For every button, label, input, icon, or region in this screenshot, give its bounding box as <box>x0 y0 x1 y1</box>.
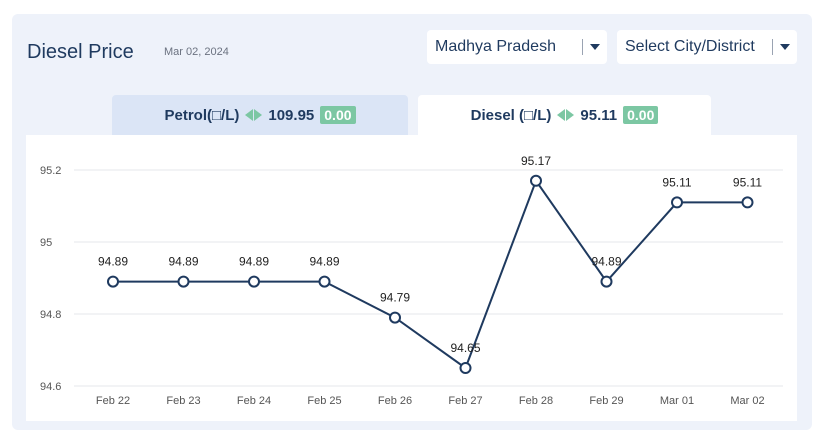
data-point <box>459 362 472 374</box>
x-tick-label: Feb 24 <box>237 395 271 407</box>
data-label: 95.17 <box>521 154 551 168</box>
page-title: Diesel Price <box>27 41 134 63</box>
data-label: 95.11 <box>662 175 691 189</box>
x-tick-label: Feb 28 <box>519 395 553 407</box>
tab-petrol-price: 109.95 <box>268 106 315 124</box>
y-tick-label: 94.6 <box>40 381 61 393</box>
data-label: 94.89 <box>309 255 339 269</box>
x-tick-label: Feb 27 <box>448 395 482 407</box>
x-tick-label: Mar 02 <box>730 395 764 407</box>
data-label: 94.65 <box>450 341 480 355</box>
data-point <box>530 174 542 187</box>
diesel-price-chart: 94.6 94.8 95 95.2 Feb 22 Feb 23 Feb 24 Feb 25 Fe… <box>40 154 783 407</box>
state-select-value: Madhya Pradesh <box>435 38 556 55</box>
data-point <box>741 196 754 209</box>
data-point <box>248 275 260 288</box>
tab-diesel[interactable]: Diesel (□/L) 95.11 0.00 <box>418 95 711 135</box>
data-point <box>177 275 190 288</box>
price-change-arrows-icon <box>245 109 263 121</box>
tab-petrol-change-badge: 0.00 <box>320 106 356 124</box>
date-label: Mar 02, 2024 <box>164 46 229 58</box>
data-label: 94.89 <box>591 255 621 269</box>
data-point <box>107 275 119 288</box>
city-select[interactable]: Select City/District <box>617 30 797 64</box>
x-tick-label: Feb 23 <box>166 395 200 407</box>
data-label: 94.89 <box>168 255 198 269</box>
y-tick-label: 95 <box>40 237 52 249</box>
chart-card: 94.6 94.8 95 95.2 Feb 22 Feb 23 Feb 24 Feb 25 Fe… <box>26 135 797 421</box>
x-tick-label: Mar 01 <box>660 395 694 407</box>
data-label: 94.79 <box>380 291 410 305</box>
state-select-separator <box>582 39 583 55</box>
tab-diesel-change-badge: 0.00 <box>623 106 659 124</box>
x-tick-label: Feb 22 <box>96 395 130 407</box>
x-tick-label: Feb 26 <box>378 395 412 407</box>
price-change-arrows-icon <box>557 109 575 121</box>
y-tick-label: 94.8 <box>40 309 61 321</box>
tab-diesel-label: Diesel (□/L) <box>470 106 552 124</box>
tab-diesel-price: 95.11 <box>580 106 618 124</box>
data-label: 94.89 <box>98 255 128 269</box>
data-point <box>671 196 683 209</box>
data-label: 94.89 <box>239 255 269 269</box>
chevron-down-icon[interactable] <box>780 44 790 50</box>
state-select[interactable]: Madhya Pradesh <box>427 30 607 64</box>
tab-petrol-label: Petrol(□/L) <box>164 106 240 124</box>
chevron-down-icon[interactable] <box>590 44 600 50</box>
series-line <box>113 178 748 370</box>
x-tick-label: Feb 25 <box>307 395 341 407</box>
y-tick-label: 95.2 <box>40 165 61 177</box>
city-select-value: Select City/District <box>625 38 755 55</box>
data-point <box>318 275 331 288</box>
data-label: 95.11 <box>733 175 762 189</box>
x-tick-label: Feb 29 <box>589 395 623 407</box>
data-point <box>600 275 613 288</box>
city-select-separator <box>772 39 773 55</box>
tab-petrol[interactable]: Petrol(□/L) 109.95 0.00 <box>112 95 408 135</box>
data-point <box>389 311 401 324</box>
